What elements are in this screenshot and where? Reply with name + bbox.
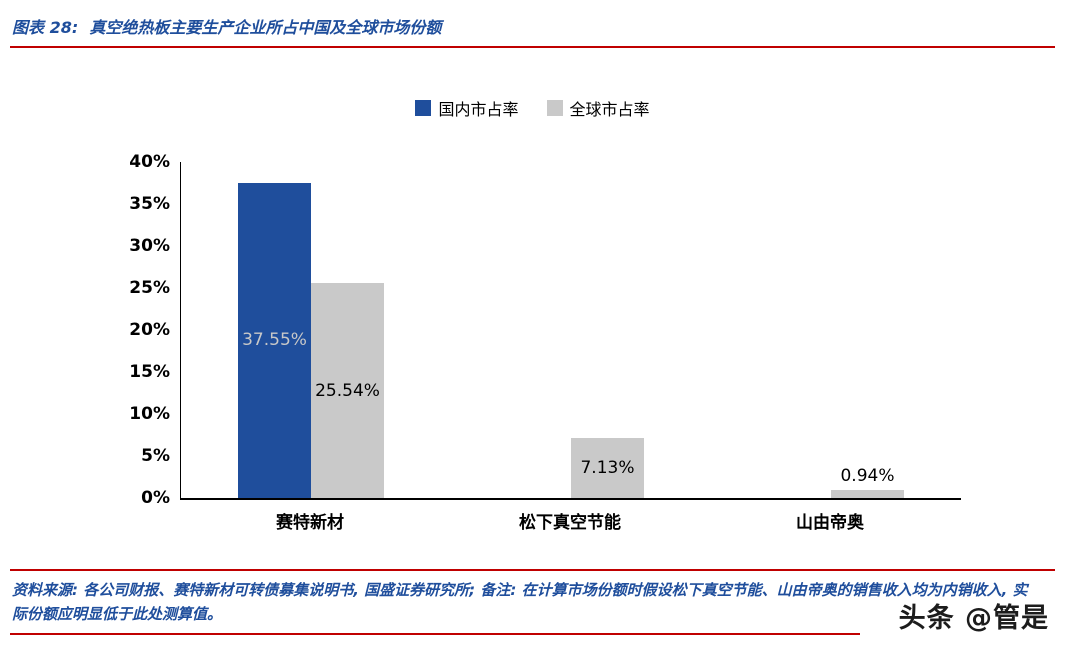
bar-label-global-shanyou: 0.94% <box>840 466 895 487</box>
top-rule <box>10 46 1055 48</box>
legend-swatch-global <box>546 100 563 116</box>
bar-pair: 37.55% 25.54% <box>238 162 384 498</box>
x-label-saite: 赛特新材 <box>276 513 344 533</box>
y-tick-30: 30% <box>129 236 170 256</box>
legend-item-domestic: 国内市占率 <box>415 96 519 120</box>
category-group-panasonic: 7.13% <box>441 162 701 498</box>
x-label-panasonic: 松下真空节能 <box>519 513 621 533</box>
y-tick-15: 15% <box>129 362 170 382</box>
source-note: 资料来源: 各公司财报、赛特新材可转债募集说明书, 国盛证券研究所; 备注: 在… <box>12 581 1028 623</box>
bar-chart: 40% 35% 30% 25% 20% 15% 10% 5% 0% 37.55%… <box>118 152 1065 508</box>
bar-pair: 7.13% <box>498 162 644 498</box>
bar-label-global-panasonic: 7.13% <box>580 458 635 479</box>
x-label-shanyou: 山由帝奥 <box>796 513 864 533</box>
category-group-saite: 37.55% 25.54% <box>181 162 441 498</box>
legend-item-global: 全球市占率 <box>546 96 650 120</box>
x-axis-labels: 赛特新材 松下真空节能 山由帝奥 <box>180 508 960 533</box>
y-tick-20: 20% <box>129 320 170 340</box>
y-tick-40: 40% <box>129 152 170 172</box>
y-tick-10: 10% <box>129 404 170 424</box>
y-tick-35: 35% <box>129 194 170 214</box>
bar-domestic-saite: 37.55% <box>238 182 311 498</box>
watermark-text: 头条 @管是 <box>898 603 1049 634</box>
y-tick-5: 5% <box>141 446 170 466</box>
legend-label-global: 全球市占率 <box>569 100 650 119</box>
category-group-shanyou: 0.94% <box>701 162 961 498</box>
chart-legend: 国内市占率 全球市占率 <box>0 96 1065 120</box>
footer-bottom-rule <box>10 633 860 635</box>
figure-footer: 资料来源: 各公司财报、赛特新材可转债募集说明书, 国盛证券研究所; 备注: 在… <box>0 569 1065 635</box>
y-tick-25: 25% <box>129 278 170 298</box>
bar-label-global-saite: 25.54% <box>315 380 380 401</box>
y-axis: 40% 35% 30% 25% 20% 15% 10% 5% 0% <box>118 152 180 508</box>
legend-label-domestic: 国内市占率 <box>438 100 519 119</box>
bar-global-panasonic: 7.13% <box>571 438 644 498</box>
bar-pair: 0.94% <box>758 162 904 498</box>
bar-global-shanyou: 0.94% <box>831 466 904 498</box>
plot-area: 37.55% 25.54% 7.13% <box>180 162 961 500</box>
figure-title: 图表 28: 真空绝热板主要生产企业所占中国及全球市场份额 <box>12 18 442 37</box>
y-tick-0: 0% <box>141 488 170 508</box>
footer-top-rule <box>10 569 1055 571</box>
legend-swatch-domestic <box>415 100 432 116</box>
bar-global-saite: 25.54% <box>311 283 384 498</box>
bar-label-domestic-saite: 37.55% <box>242 330 307 351</box>
